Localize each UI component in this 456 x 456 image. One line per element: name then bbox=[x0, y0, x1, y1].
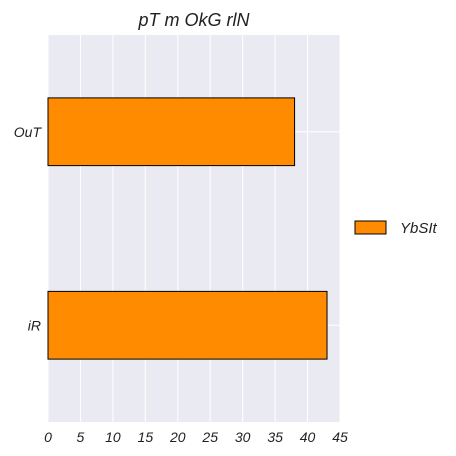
x-tick-label: 20 bbox=[169, 429, 186, 445]
y-tick-label: iR bbox=[28, 317, 41, 333]
x-tick-label: 5 bbox=[77, 429, 85, 445]
bar-iR bbox=[48, 291, 327, 359]
x-tick-label: 0 bbox=[44, 429, 52, 445]
bar-OuT bbox=[48, 98, 295, 166]
x-tick-labels: 0 5 10 15 20 25 30 35 40 45 bbox=[44, 429, 348, 445]
x-tick-label: 35 bbox=[267, 429, 283, 445]
legend-label: YbSIt bbox=[400, 220, 438, 237]
x-tick-label: 10 bbox=[105, 429, 121, 445]
x-tick-label: 15 bbox=[138, 429, 154, 445]
legend-swatch bbox=[355, 221, 386, 234]
chart-title: pT m OkG rlN bbox=[138, 10, 251, 30]
plot-background bbox=[48, 35, 340, 422]
x-tick-label: 25 bbox=[201, 429, 218, 445]
legend: YbSIt bbox=[355, 220, 438, 237]
x-tick-label: 40 bbox=[300, 429, 316, 445]
y-tick-labels: OuT iR bbox=[14, 124, 43, 334]
x-tick-label: 30 bbox=[235, 429, 251, 445]
y-tick-label: OuT bbox=[14, 124, 43, 140]
x-tick-label: 45 bbox=[332, 429, 348, 445]
